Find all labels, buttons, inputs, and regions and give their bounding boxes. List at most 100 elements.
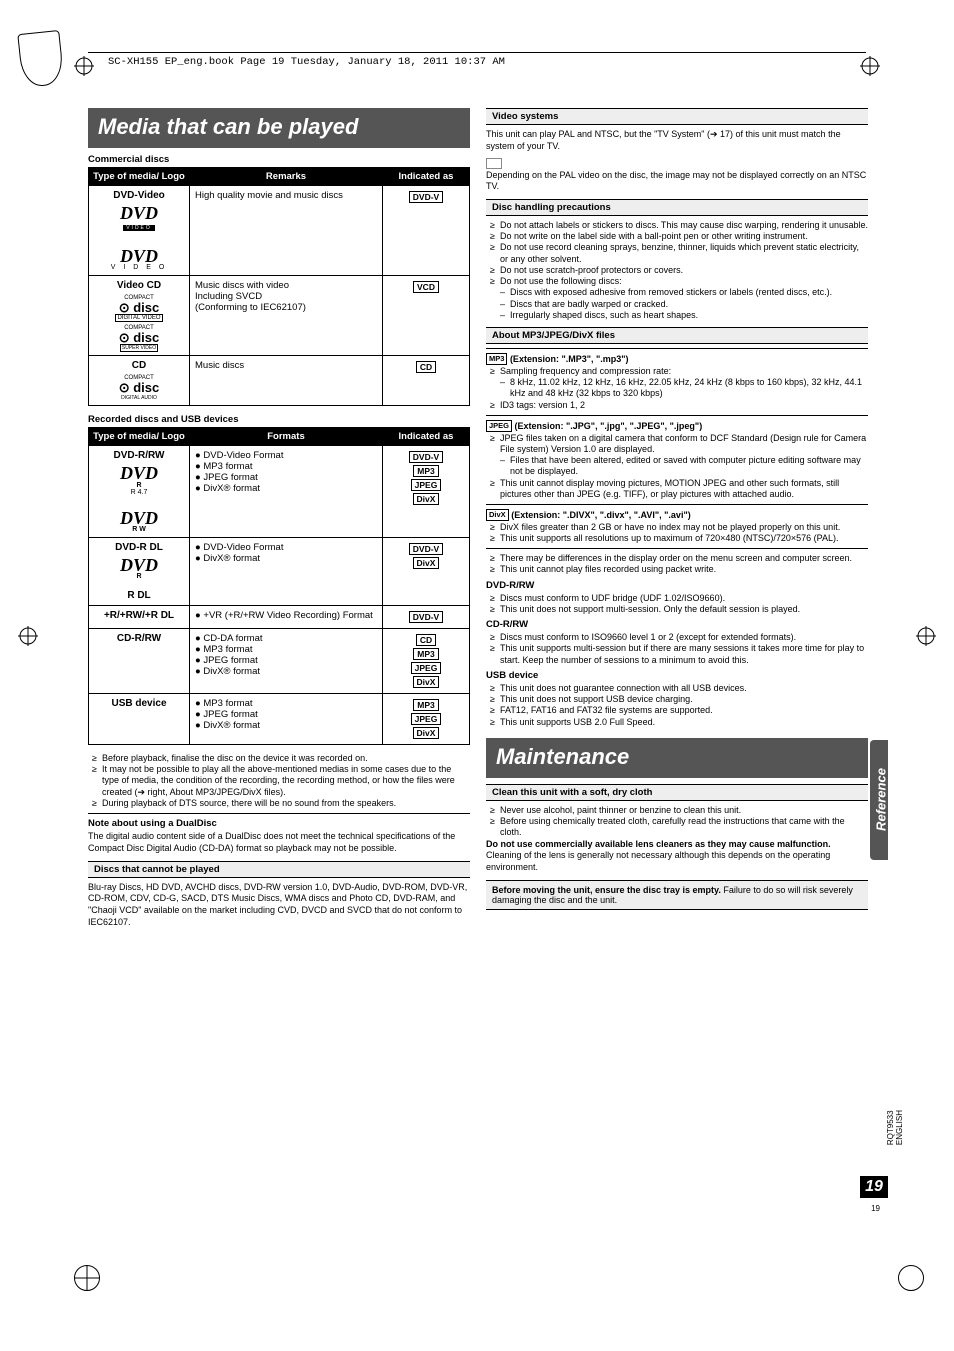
list-item: This unit supports multi-session but if …: [494, 643, 868, 666]
cell: ● DVD-Video Format ● MP3 format ● JPEG f…: [190, 446, 383, 537]
indicator-badge: MP3: [413, 648, 438, 660]
table-row: DVD-R DL DVDR R DL ● DVD-Video Format ● …: [89, 537, 470, 605]
crop-mark: [860, 56, 880, 79]
disc-handling-sublist: Discs with exposed adhesive from removed…: [486, 287, 868, 321]
notes-left: Before playback, finalise the disc on th…: [88, 753, 470, 809]
list-item: ID3 tags: version 1, 2: [494, 400, 868, 411]
indicator-badge: MP3: [413, 699, 438, 711]
indicator-badge: JPEG: [411, 479, 442, 491]
list-item: Do not write on the label side with a ba…: [494, 231, 868, 242]
table-row: USB device ● MP3 format ● JPEG format ● …: [89, 693, 470, 744]
dualdisc-body: The digital audio content side of a Dual…: [88, 831, 470, 854]
indicator-badge: DivX: [413, 493, 440, 505]
table-row: DVD-Video DVDVIDEO DVD V I D E O High qu…: [89, 186, 470, 276]
disc-handling-title: Disc handling precautions: [486, 199, 868, 216]
list-item: Before playback, finalise the disc on th…: [96, 753, 470, 764]
cell: +R/+RW/+R DL: [94, 610, 184, 621]
cell: High quality movie and music discs: [190, 186, 383, 276]
vcd-logo-icon: COMPACT⊙ discDIGITAL VIDEO: [94, 294, 184, 321]
indicator-badge: DivX: [413, 557, 440, 569]
list-item: There may be differences in the display …: [494, 553, 868, 564]
list-item: It may not be possible to play all the a…: [96, 764, 470, 798]
commercial-label: Commercial discs: [88, 154, 470, 165]
list-item: Do not use scratch-proof protectors or c…: [494, 265, 868, 276]
indicator-badge: DivX: [413, 676, 440, 688]
left-column: Media that can be played Commercial disc…: [88, 108, 470, 928]
list-item: 8 kHz, 11.02 kHz, 12 kHz, 16 kHz, 22.05 …: [504, 377, 868, 400]
indicator-badge: DVD-V: [409, 611, 443, 623]
cell: DVD-R DL: [94, 542, 184, 553]
indicator-badge: DivX: [413, 727, 440, 739]
cell: CD: [94, 360, 184, 371]
th: Type of media/ Logo: [89, 168, 190, 186]
indicator-badge: MP3: [413, 465, 438, 477]
list-item: Discs that are badly warped or cracked.: [504, 299, 868, 310]
body: Depending on the PAL video on the disc, …: [486, 170, 868, 193]
cell: ● DVD-Video Format ● DivX® format: [190, 537, 383, 605]
dvd-logo-icon: DVD: [94, 557, 184, 573]
table-row: +R/+RW/+R DL ● +VR (+R/+RW Video Recordi…: [89, 605, 470, 628]
right-column: Video systems This unit can play PAL and…: [486, 108, 868, 928]
header-text: SC-XH155 EP_eng.book Page 19 Tuesday, Ja…: [108, 56, 505, 68]
list-item: This unit does not guarantee connection …: [494, 683, 868, 694]
list-item: Discs must conform to UDF bridge (UDF 1.…: [494, 593, 868, 604]
dualdisc-title: Note about using a DualDisc: [88, 818, 470, 829]
cell: ● +VR (+R/+RW Video Recording) Format: [190, 605, 383, 628]
cell: Music discs with video Including SVCD (C…: [190, 276, 383, 356]
crop-mark: [18, 626, 38, 649]
th: Indicated as: [383, 168, 470, 186]
heading-maintenance: Maintenance: [486, 738, 868, 778]
tag-badge: MP3: [486, 353, 507, 365]
cannot-title: Discs that cannot be played: [88, 861, 470, 878]
table-recorded: Type of media/ Logo Formats Indicated as…: [88, 427, 470, 745]
crop-circle: [74, 1265, 100, 1291]
cdrw-title: CD-R/RW: [486, 619, 868, 630]
list-item: This unit cannot play files recorded usi…: [494, 564, 868, 575]
cell: DVD-R/RW: [94, 450, 184, 461]
side-tab: Reference: [870, 740, 888, 860]
page-number-small: 19: [871, 1204, 880, 1213]
ribbon-decor: [17, 30, 64, 88]
list-item: Never use alcohol, paint thinner or benz…: [494, 805, 868, 816]
dvd-logo-icon: DVD: [94, 465, 184, 481]
list-item: Do not use the following discs:: [494, 276, 868, 287]
svcd-logo-icon: COMPACT⊙ discSUPER VIDEO: [94, 324, 184, 351]
cell: Video CD: [94, 280, 184, 291]
crop-mark: [74, 56, 94, 79]
tag-badge: DivX: [486, 509, 509, 521]
clean-title: Clean this unit with a soft, dry cloth: [486, 784, 868, 801]
list-item: This unit cannot display moving pictures…: [494, 478, 868, 501]
list-item: JPEG files taken on a digital camera tha…: [494, 433, 868, 456]
th: Type of media/ Logo: [89, 428, 190, 446]
list-item: Sampling frequency and compression rate:: [494, 366, 868, 377]
cell: ● MP3 format ● JPEG format ● DivX® forma…: [190, 693, 383, 744]
list-item: This unit does not support multi-session…: [494, 604, 868, 615]
about-files-title: About MP3/JPEG/DivX files: [486, 327, 868, 344]
indicator-badge: DVD-V: [409, 451, 443, 463]
list-item: Discs must conform to ISO9660 level 1 or…: [494, 632, 868, 643]
cell: DVD-Video: [94, 190, 184, 201]
recorded-label: Recorded discs and USB devices: [88, 414, 470, 425]
indicator-badge: CD: [416, 361, 436, 373]
video-systems-title: Video systems: [486, 108, 868, 125]
body: This unit can play PAL and NTSC, but the…: [486, 129, 868, 152]
cannot-body: Blu-ray Discs, HD DVD, AVCHD discs, DVD-…: [88, 882, 470, 929]
table-row: CD COMPACT⊙ discDIGITAL AUDIO Music disc…: [89, 356, 470, 406]
dvdrw-title: DVD-R/RW: [486, 580, 868, 591]
disc-handling-list: Do not attach labels or stickers to disc…: [486, 220, 868, 288]
list-item: Do not use record cleaning sprays, benzi…: [494, 242, 868, 265]
ext-label: (Extension: ".JPG", ".jpg", ".JPEG", ".j…: [515, 421, 703, 431]
clean-bold: Do not use commercially available lens c…: [486, 839, 868, 874]
move-note: Before moving the unit, ensure the disc …: [486, 880, 868, 910]
usb-title: USB device: [486, 670, 868, 681]
th: Remarks: [190, 168, 383, 186]
list-item: During playback of DTS source, there wil…: [96, 798, 470, 809]
list-item: This unit does not support USB device ch…: [494, 694, 868, 705]
tag-badge: JPEG: [486, 420, 512, 432]
ext-label: (Extension: ".MP3", ".mp3"): [510, 354, 629, 364]
table-row: Video CD COMPACT⊙ discDIGITAL VIDEO COMP…: [89, 276, 470, 356]
indicator-badge: JPEG: [411, 713, 442, 725]
table-commercial: Type of media/ Logo Remarks Indicated as…: [88, 167, 470, 406]
footer-codes: RQT9533 ENGLISH: [886, 1110, 904, 1145]
note-icon: [486, 158, 502, 169]
